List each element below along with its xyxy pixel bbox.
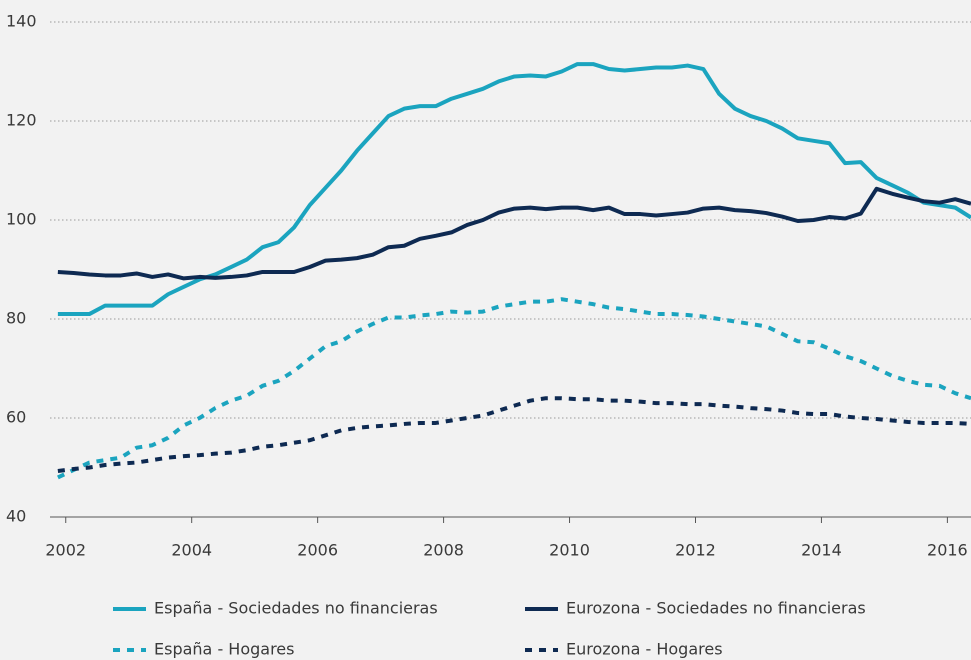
legend-label: España - Hogares	[154, 640, 294, 659]
x-tick-label: 2004	[171, 541, 212, 560]
series-line	[57, 396, 971, 473]
y-tick-label: 60	[6, 408, 26, 427]
legend-label: España - Sociedades no financieras	[154, 599, 438, 618]
legend-label: Eurozona - Sociedades no financieras	[566, 599, 866, 618]
x-tick-label: 2006	[297, 541, 338, 560]
x-tick-label: 2014	[801, 541, 842, 560]
y-tick-label: 120	[6, 111, 37, 130]
x-tick-label: 2002	[45, 541, 86, 560]
x-tick-label: 2008	[423, 541, 464, 560]
x-tick-label: 2012	[675, 541, 716, 560]
series-line	[57, 186, 971, 281]
series-line	[57, 297, 971, 480]
legend-label: Eurozona - Hogares	[566, 640, 723, 659]
y-tick-label: 100	[6, 210, 37, 229]
y-tick-label: 80	[6, 309, 26, 328]
x-tick-label: 2016	[927, 541, 968, 560]
y-tick-label: 40	[6, 507, 26, 526]
x-tick-label: 2010	[549, 541, 590, 560]
y-tick-label: 140	[6, 12, 37, 31]
